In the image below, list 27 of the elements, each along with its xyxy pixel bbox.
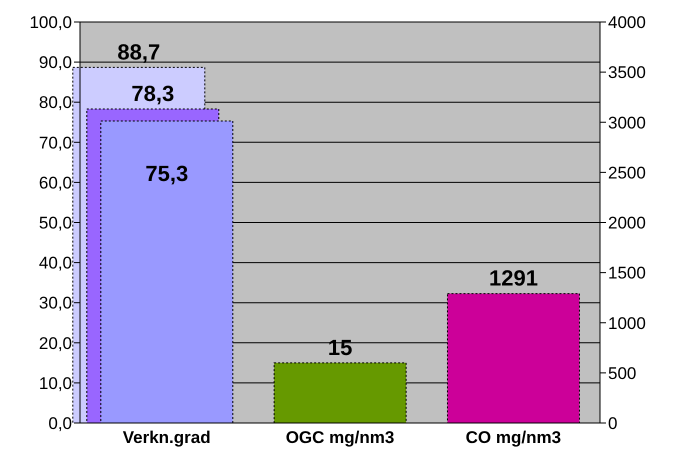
y2-tick-label: 1500: [608, 264, 646, 283]
y2-tick-label: 1000: [608, 314, 646, 333]
y-tick-label: 20,0: [38, 334, 72, 353]
y-tick-label: 50,0: [38, 214, 72, 233]
y-tick-label: 0,0: [48, 414, 72, 434]
y-tick-label: 80,0: [38, 93, 72, 112]
data-label: 75,3: [145, 161, 188, 186]
y2-tick-label: 2000: [608, 214, 646, 233]
x-tick-label: CO mg/nm3: [466, 428, 562, 448]
x-tick-label: Verkn.grad: [122, 428, 211, 448]
y-tick-label: 30,0: [38, 294, 72, 313]
y-tick-label: 70,0: [38, 133, 72, 152]
x-tick-label: OGC mg/nm3: [286, 428, 394, 448]
y2-tick-label: 2500: [608, 163, 646, 182]
y2-tick-label: 3000: [608, 113, 646, 132]
data-label: 88,7: [117, 39, 160, 64]
y-tick-label: 60,0: [38, 173, 72, 192]
y-tick-label: 100,0: [29, 13, 72, 32]
data-label: 1291: [488, 266, 538, 291]
data-label: 78,3: [131, 81, 174, 106]
y-tick-label: 10,0: [38, 374, 72, 393]
y2-tick-label: 500: [608, 364, 636, 383]
y-tick-label: 40,0: [38, 254, 72, 273]
y2-tick-label: 3500: [608, 63, 646, 82]
y-tick-label: 90,0: [38, 53, 72, 72]
y2-tick-label: 0: [608, 414, 618, 434]
y2-tick-label: 4000: [608, 13, 646, 32]
